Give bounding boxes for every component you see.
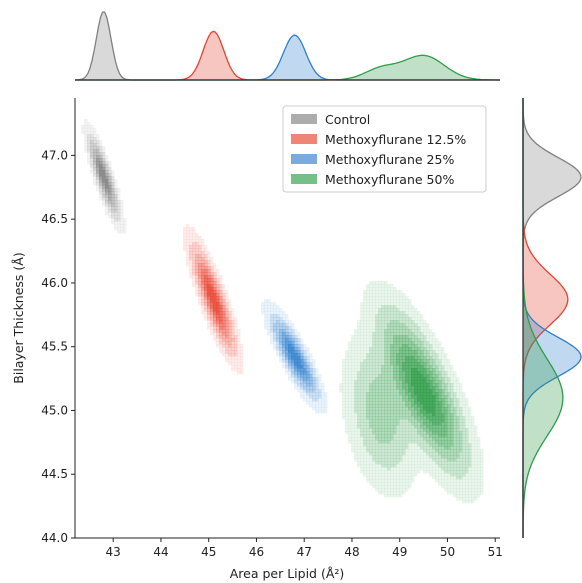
x-tick-label-51: 51 — [488, 545, 503, 559]
legend-swatch-methoxyflurane-12-5 — [291, 134, 317, 144]
right-density-fill-methoxyflurane-12-5 — [523, 98, 568, 538]
legend-label-methoxyflurane-25: Methoxyflurane 25% — [325, 152, 454, 167]
y-tick-label-45.5: 45.5 — [41, 340, 68, 354]
joint-plot-area: 43 44 45 46 47 48 49 50 51 44.0 44.5 45.0 45.5 46.0 46… — [41, 98, 503, 559]
top-density-fill-methoxyflurane-25 — [75, 35, 500, 80]
legend-label-methoxyflurane-12-5: Methoxyflurane 12.5% — [325, 132, 466, 147]
legend-label-methoxyflurane-50: Methoxyflurane 50% — [325, 172, 454, 187]
x-tick-label-49: 49 — [392, 545, 407, 559]
y-tick-label-45: 45.0 — [41, 403, 68, 417]
top-density-fill-methoxyflurane-50 — [75, 55, 500, 80]
right-density-fill-control — [523, 98, 581, 538]
top-marginal-density — [74, 11, 500, 81]
x-tick-label-43: 43 — [106, 545, 121, 559]
kde-control — [81, 119, 127, 234]
kde-methoxyflurane-25 — [261, 299, 328, 414]
right-density-fill-methoxyflurane-50 — [523, 98, 563, 538]
x-tick-label-45: 45 — [201, 545, 216, 559]
kde-methoxyflurane-12-5 — [183, 224, 244, 375]
axes: 43 44 45 46 47 48 49 50 51 44.0 44.5 45.0 45.5 46.0 46… — [41, 98, 503, 559]
y-tick-label-44.5: 44.5 — [41, 467, 68, 481]
legend-swatch-methoxyflurane-50 — [291, 174, 317, 184]
legend: Control Methoxyflurane 12.5% Methoxyfluran… — [282, 105, 487, 193]
x-tick-label-47: 47 — [297, 545, 312, 559]
y-tick-label-46: 46.0 — [41, 276, 68, 290]
x-tick-label-44: 44 — [153, 545, 168, 559]
y-tick-label-44: 44.0 — [41, 531, 68, 545]
kde-contours — [81, 119, 484, 504]
y-axis-title: Bilayer Thickness (Å) — [11, 252, 26, 383]
legend-label-control: Control — [325, 112, 370, 127]
x-tick-label-48: 48 — [344, 545, 359, 559]
x-tick-label-50: 50 — [440, 545, 455, 559]
right-marginal-density — [522, 98, 582, 538]
y-tick-label-46.5: 46.5 — [41, 212, 68, 226]
kde-methoxyflurane-50 — [339, 281, 484, 504]
x-tick-label-46: 46 — [249, 545, 264, 559]
top-density-fill-control — [75, 12, 500, 80]
legend-swatch-methoxyflurane-25 — [291, 154, 317, 164]
legend-box — [282, 105, 487, 193]
x-axis-title: Area per Lipid (Å²) — [230, 566, 345, 581]
legend-swatch-control — [291, 114, 317, 124]
y-tick-label-47: 47.0 — [41, 148, 68, 162]
